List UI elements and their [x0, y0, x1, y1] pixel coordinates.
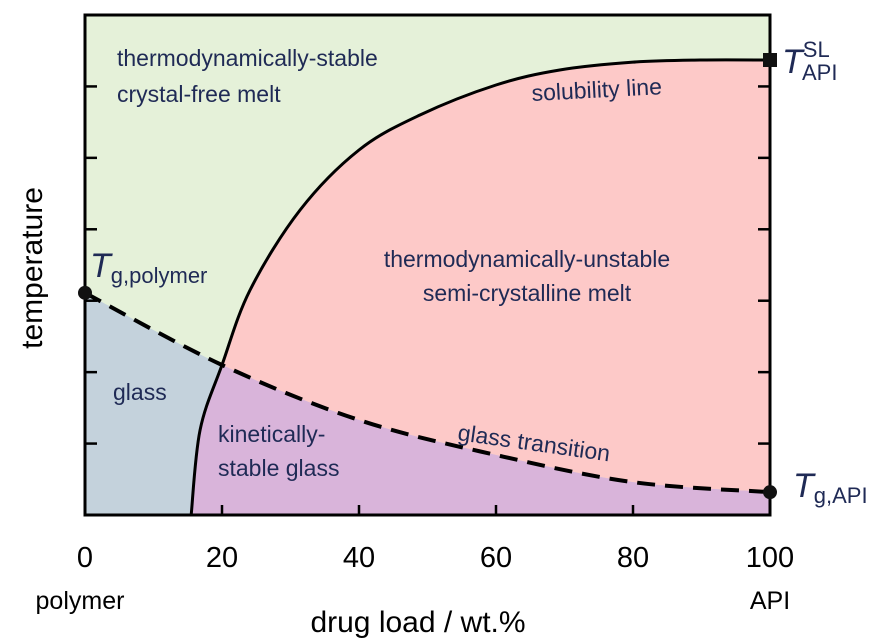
- x-tick-label: 20: [206, 542, 238, 574]
- y-axis-label: temperature: [16, 187, 49, 349]
- subscript: API: [802, 60, 837, 85]
- x-end-label: polymer: [36, 587, 125, 615]
- region-label: thermodynamically-unstable: [384, 246, 670, 272]
- region-label: stable glass: [218, 455, 339, 481]
- x-tick-label: 40: [343, 542, 375, 574]
- region-label: kinetically-: [218, 421, 325, 447]
- region-fill: [191, 292, 770, 515]
- symbol: T: [782, 43, 805, 81]
- region-label: thermodynamically-stable: [117, 45, 378, 71]
- region-fill: [191, 59, 770, 515]
- subscript: g,polymer: [111, 263, 208, 288]
- point: [78, 285, 92, 300]
- x-tick-label: 100: [746, 542, 794, 574]
- curve: [84, 291, 771, 495]
- region-label: crystal-free melt: [117, 81, 281, 107]
- temperature-label: Tg,polymer: [90, 247, 207, 288]
- temperature-label: Tg,API: [793, 467, 868, 508]
- x-tick-label: 60: [480, 542, 512, 574]
- x-end-label: API: [750, 587, 790, 615]
- superscript: SL: [803, 37, 830, 62]
- region-label: glass: [113, 379, 167, 405]
- x-tick-label: 80: [617, 542, 649, 574]
- symbol: T: [90, 247, 113, 285]
- x-axis-label: drug load / wt.%: [310, 606, 525, 639]
- point: [763, 485, 777, 500]
- subscript: g,API: [814, 483, 868, 508]
- point: [763, 53, 777, 67]
- region-label: semi-crystalline melt: [423, 280, 632, 306]
- x-tick-label: 0: [77, 542, 93, 574]
- curve: [189, 58, 771, 516]
- symbol: T: [793, 467, 816, 505]
- temperature-label: TSL API: [782, 37, 837, 85]
- plot-frame: [83, 13, 772, 517]
